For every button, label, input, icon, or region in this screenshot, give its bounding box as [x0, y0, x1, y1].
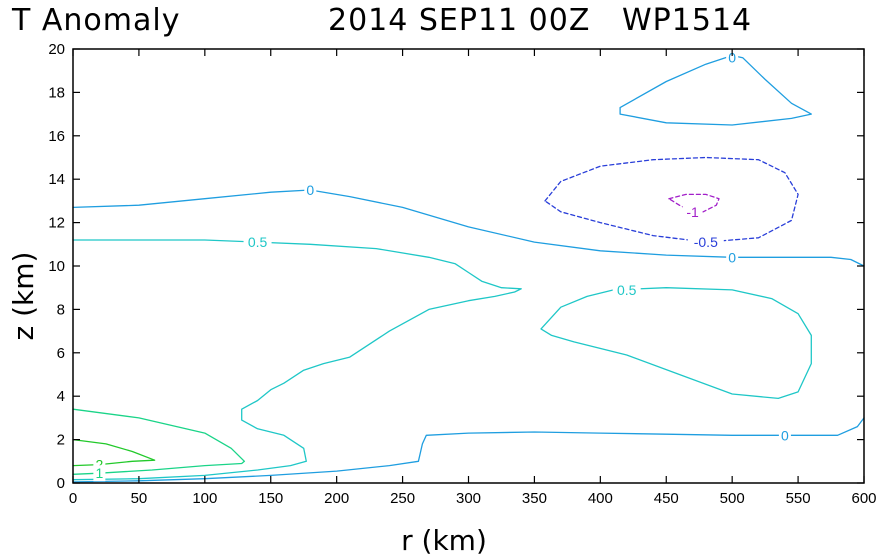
contour-label-bg: [778, 427, 791, 444]
y-tick-label: 12: [48, 215, 65, 232]
contour-line--0.5: [544, 156, 799, 243]
contour-label-bg: [243, 234, 272, 251]
y-tick-label: 14: [48, 171, 65, 188]
contour-label-bg: [726, 249, 739, 266]
x-tick-label: 550: [786, 490, 811, 507]
contour-label-layer: 0 0 0 0 0.5 0.5 -0.5 -1 21: [93, 49, 791, 482]
contour-label: 1: [95, 465, 103, 481]
contour-line-0.5: [540, 287, 812, 400]
x-tick-label: 250: [390, 490, 415, 507]
contour-label: 0.5: [617, 282, 637, 298]
x-tick-label: 350: [522, 490, 547, 507]
y-tick-label: 4: [57, 388, 65, 405]
x-tick-label: 100: [192, 490, 217, 507]
contour-label: -0.5: [694, 234, 718, 250]
contour-label: -1: [686, 204, 699, 220]
x-axis: 0 50 100 150 200 250 300 350 400 450 500 550 600: [69, 49, 877, 507]
y-tick-label: 10: [48, 258, 65, 275]
contour-layer: [72, 54, 865, 483]
contour-label: 0: [781, 427, 789, 443]
contour-label: 0: [306, 182, 314, 198]
contour-label-bg: [93, 465, 106, 482]
y-tick-label: 8: [57, 301, 65, 318]
y-tick-label: 0: [57, 475, 65, 492]
x-tick-label: 400: [588, 490, 613, 507]
title-right: 2014 SEP11 00Z WP1514: [328, 3, 752, 38]
contour-label: 2: [95, 457, 103, 473]
y-tick-label: 18: [48, 84, 65, 101]
y-axis-label: z (km): [7, 252, 40, 341]
y-tick-label: 16: [48, 128, 65, 145]
x-tick-label: 0: [69, 490, 77, 507]
x-tick-label: 50: [131, 490, 148, 507]
contour-label-bg: [687, 234, 724, 251]
x-tick-label: 200: [324, 490, 349, 507]
y-tick-label: 6: [57, 345, 65, 362]
contour-label: 0: [728, 50, 736, 66]
title-left: T Anomaly: [11, 3, 180, 38]
contour-line-0: [72, 189, 865, 267]
contour-line-0: [72, 417, 865, 483]
contour-label-bg: [612, 281, 641, 298]
contour-label-bg: [682, 203, 703, 220]
contour-label-bg: [304, 182, 317, 199]
contour-label: 0: [728, 249, 736, 265]
x-tick-label: 450: [654, 490, 679, 507]
y-tick-label: 20: [48, 41, 65, 58]
x-tick-label: 300: [456, 490, 481, 507]
contour-line-0.5: [72, 239, 522, 481]
contour-label-bg: [726, 49, 739, 66]
y-tick-label: 2: [57, 432, 65, 449]
x-tick-label: 150: [258, 490, 283, 507]
contour-line-1: [72, 408, 246, 475]
contour-line-0: [619, 54, 812, 126]
x-tick-label: 600: [851, 490, 876, 507]
x-axis-label: r (km): [401, 524, 487, 557]
contour-label: 0.5: [248, 234, 268, 250]
x-tick-label: 500: [720, 490, 745, 507]
